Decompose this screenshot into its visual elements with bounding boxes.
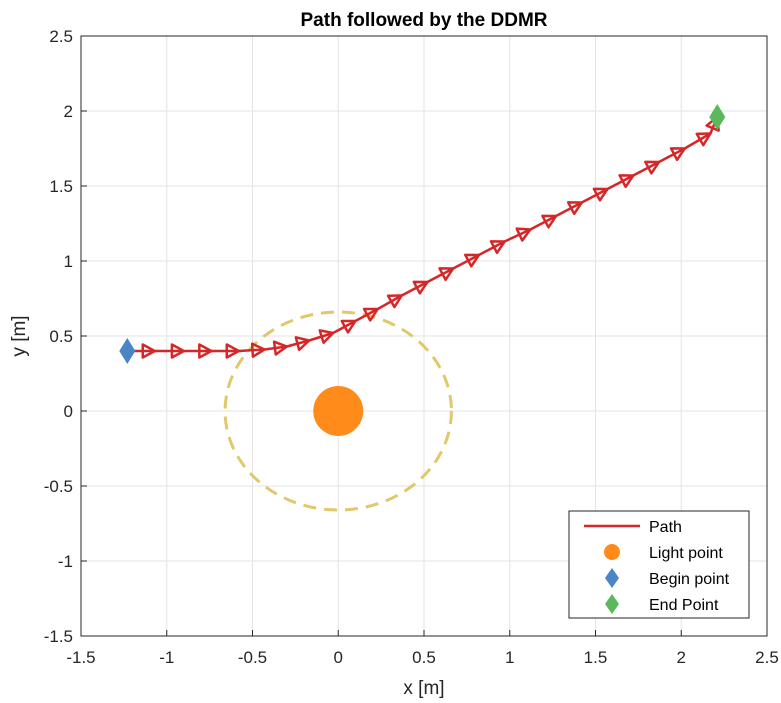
path-arrowhead	[170, 343, 186, 359]
dashed-circle	[223, 310, 453, 512]
path-arrowhead	[340, 319, 357, 334]
path-layer	[127, 115, 720, 359]
legend-label-begin-point: Begin point	[649, 571, 730, 588]
path-arrowhead	[141, 343, 156, 359]
x-tick-label: -1.5	[66, 648, 95, 667]
path-arrowhead	[272, 340, 289, 356]
path-arrowhead	[541, 214, 558, 229]
path-arrowhead	[566, 201, 584, 216]
path-arrowhead	[669, 147, 686, 162]
path-line	[127, 116, 719, 353]
y-tick-label: 1	[64, 252, 73, 271]
x-tick-label: -0.5	[238, 648, 267, 667]
path-arrowhead	[294, 336, 311, 352]
x-tick-label: 0	[334, 648, 343, 667]
end-point-marker	[709, 104, 726, 130]
legend: Path Light point Begin point End Point	[568, 510, 750, 619]
path-arrowhead	[318, 329, 335, 345]
path-arrowhead	[198, 343, 213, 359]
begin-point-marker	[119, 338, 136, 364]
chart-title: Path followed by the DDMR	[301, 10, 548, 31]
legend-box	[568, 510, 750, 619]
legend-label-light-point: Light point	[649, 545, 723, 562]
path-arrowhead	[225, 343, 241, 359]
x-tick-label: 2.5	[755, 648, 779, 667]
legend-end-swatch	[605, 594, 619, 614]
legend-begin-swatch	[605, 568, 619, 588]
y-tick-label: -1.5	[44, 627, 73, 646]
legend-label-end-point: End Point	[649, 597, 719, 614]
y-tick-label: 0.5	[49, 327, 73, 346]
y-axis-label: y [m]	[9, 315, 30, 356]
path-arrowhead	[412, 280, 429, 295]
path-arrowhead	[386, 294, 403, 309]
path-arrowhead	[250, 342, 266, 358]
path-arrowhead	[362, 307, 379, 322]
path-arrowhead	[463, 253, 481, 268]
y-tick-label: -1	[58, 552, 73, 571]
x-axis-label: x [m]	[403, 678, 444, 699]
y-tick-label: 1.5	[49, 177, 73, 196]
path-arrowhead	[592, 187, 609, 202]
y-tick-label: -0.5	[44, 477, 73, 496]
x-tick-label: 2	[677, 648, 686, 667]
x-tick-label: 1.5	[584, 648, 608, 667]
legend-label-path: Path	[649, 519, 682, 536]
y-tick-label: 2.5	[49, 27, 73, 46]
path-arrowhead	[618, 174, 635, 189]
legend-light-swatch	[604, 544, 620, 560]
path-arrowhead	[438, 267, 455, 282]
y-tick-label: 2	[64, 102, 73, 121]
path-arrowhead	[489, 240, 506, 255]
path-arrowhead	[644, 160, 661, 175]
x-tick-label: 1	[505, 648, 514, 667]
ticks: -1.5 -1 -0.5 0 0.5 1 1.5 2 2.5 -1.5 -1 -0.5 0 0.5 1 1.5…	[44, 27, 779, 667]
light-point-marker	[313, 386, 364, 436]
path-arrowhead	[515, 227, 532, 242]
circle-layer	[223, 310, 453, 512]
x-tick-label: 0.5	[412, 648, 436, 667]
marker-layer	[119, 104, 726, 436]
path-arrowhead	[695, 132, 712, 147]
x-tick-label: -1	[159, 648, 174, 667]
y-tick-label: 0	[64, 402, 73, 421]
